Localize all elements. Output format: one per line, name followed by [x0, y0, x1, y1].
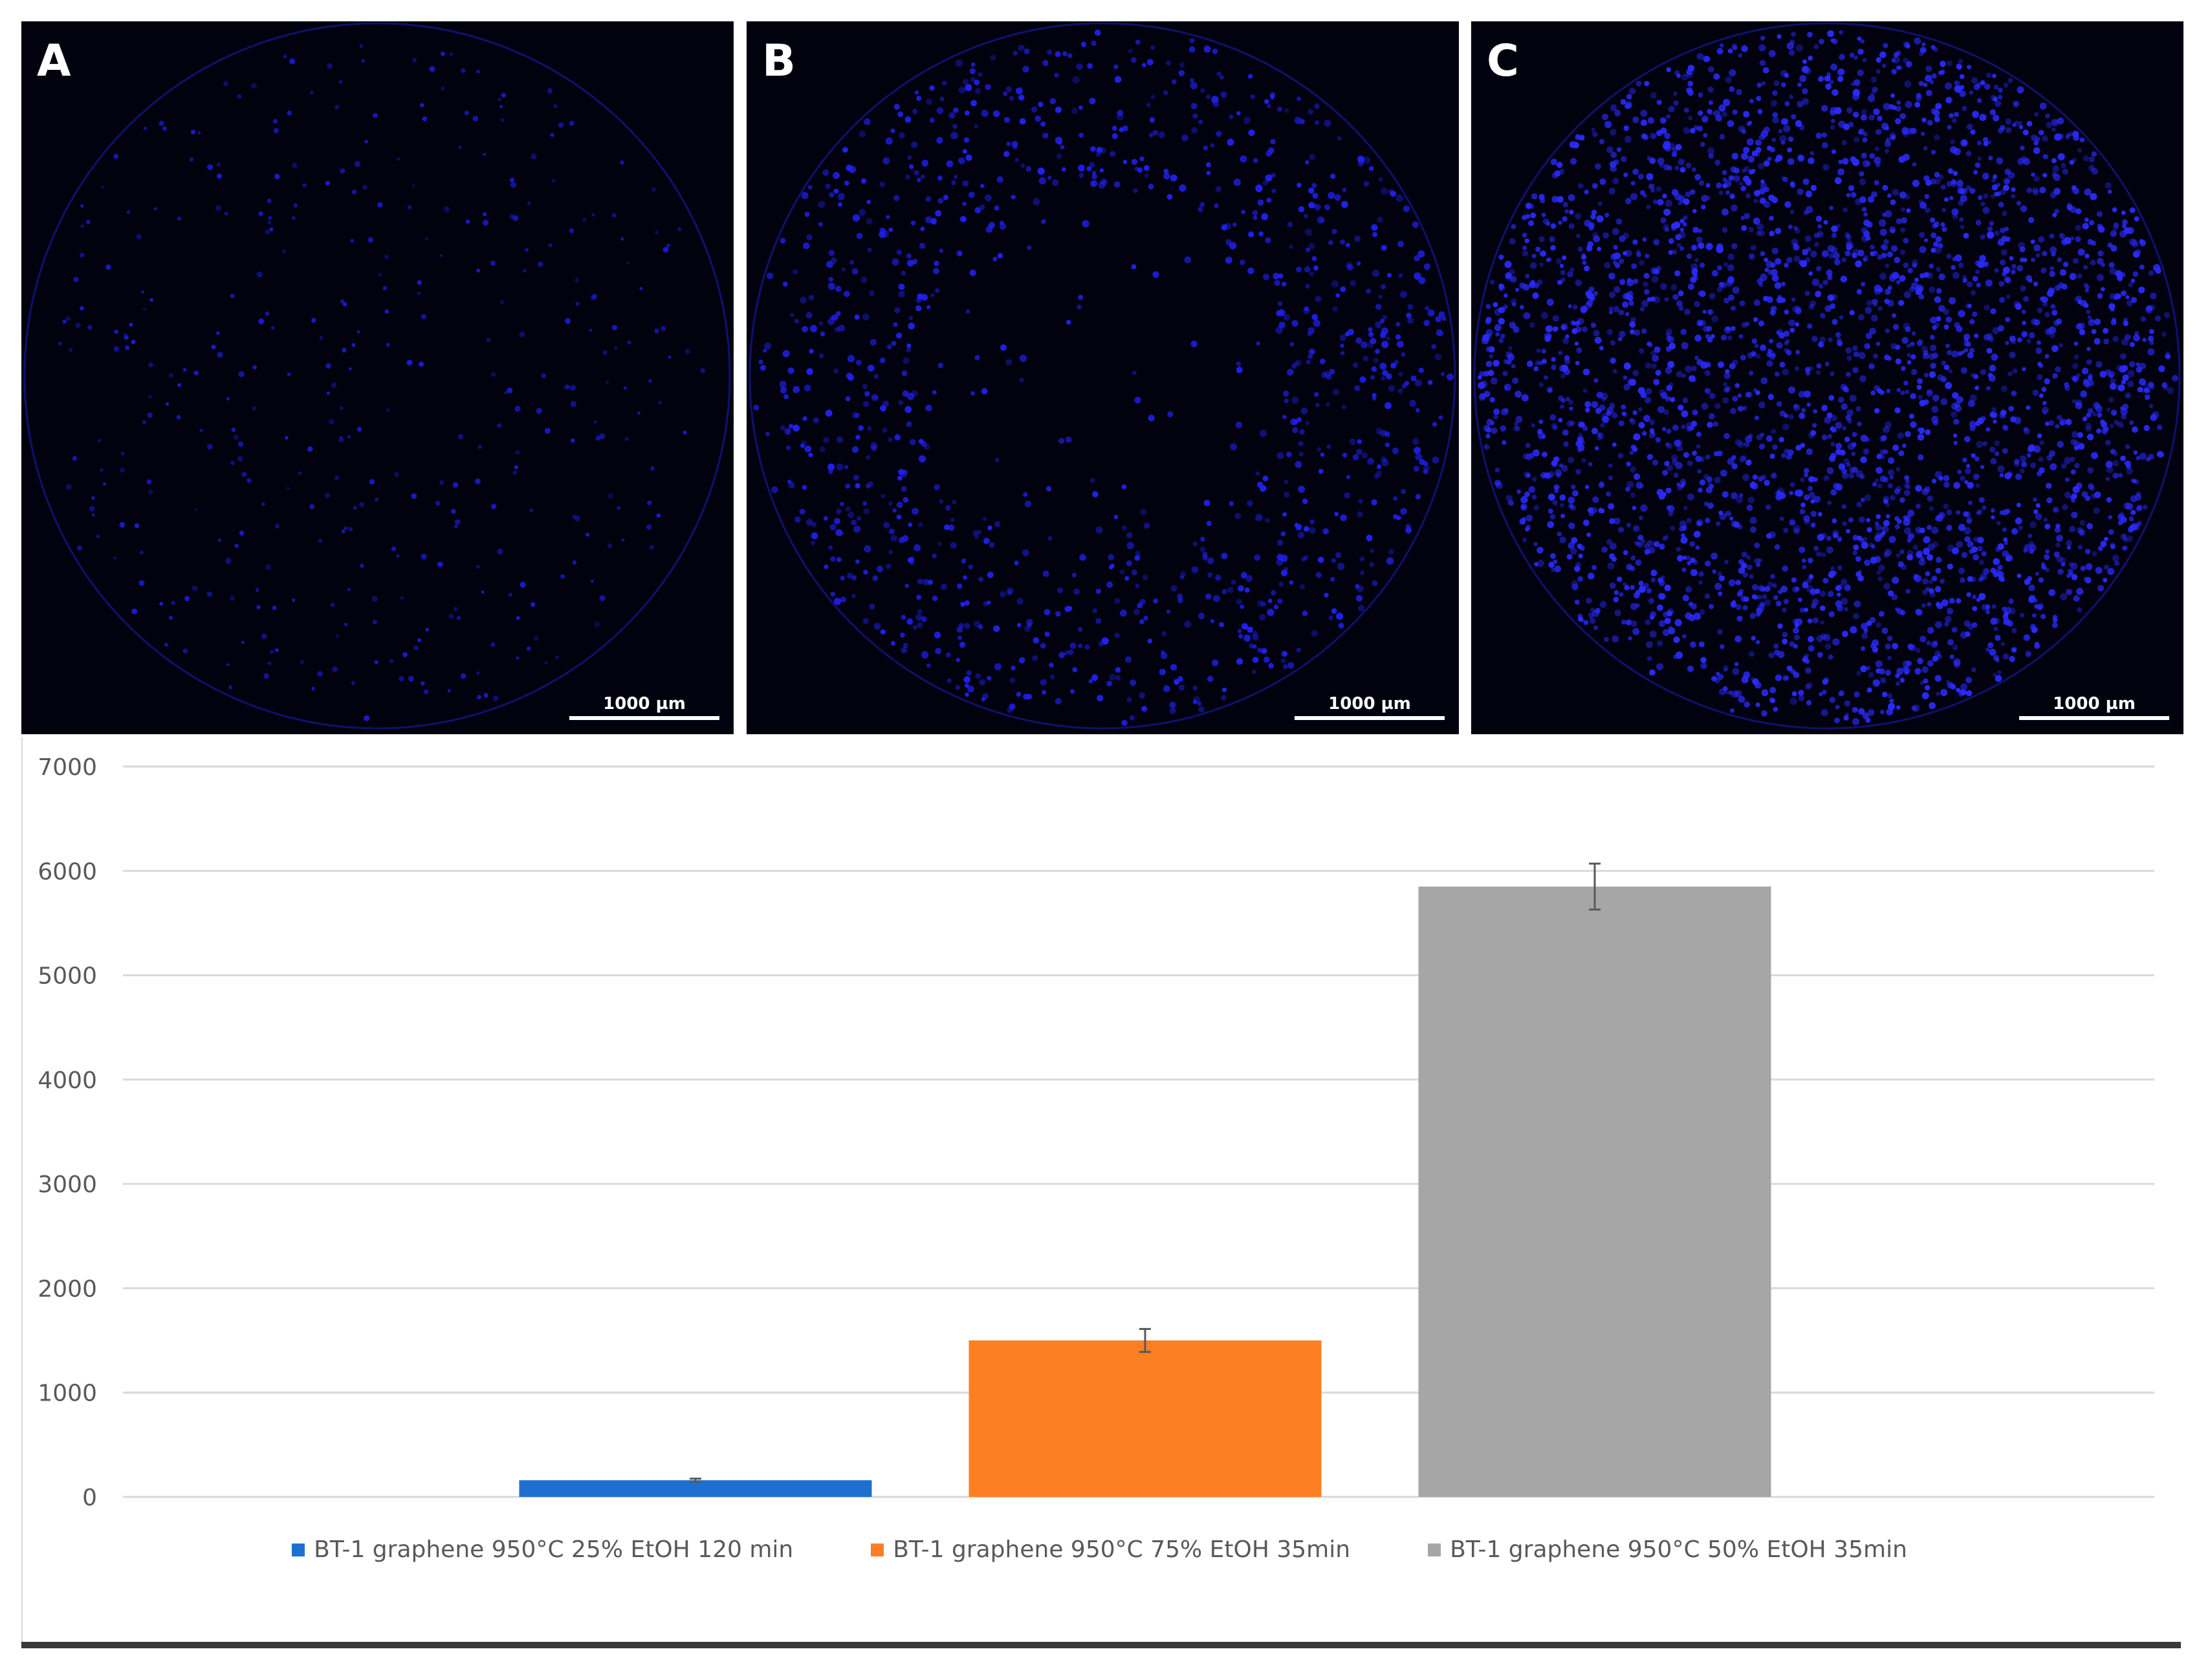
chart-legend: BT-1 graphene 950°C 25% EtOH 120 min BT-… — [0, 1536, 2199, 1563]
y-tick-label: 3000 — [38, 1172, 97, 1198]
cell-nuclei — [1478, 30, 2178, 726]
well-outline — [749, 22, 1456, 730]
legend-item-1: BT-1 graphene 950°C 25% EtOH 120 min — [292, 1536, 793, 1563]
micrograph-panel-a: A 1000 µm — [21, 21, 734, 734]
scalebar-label-c: 1000 µm — [2053, 694, 2136, 714]
panel-label-c: C — [1487, 36, 1519, 87]
error-bar-3 — [1589, 862, 1601, 911]
panel-label-a: A — [37, 36, 71, 87]
y-tick-label: 4000 — [38, 1067, 97, 1094]
y-tick-label: 0 — [82, 1485, 97, 1511]
scalebar-line-b — [1295, 716, 1445, 720]
legend-label-1: BT-1 graphene 950°C 25% EtOH 120 min — [314, 1536, 794, 1563]
scalebar-label-b: 1000 µm — [1328, 694, 1411, 714]
legend-item-3: BT-1 graphene 950°C 50% EtOH 35min — [1428, 1536, 1907, 1563]
well-outline — [23, 22, 731, 730]
micrograph-image-a — [23, 22, 731, 730]
cell-nuclei — [753, 29, 1454, 726]
legend-item-2: BT-1 graphene 950°C 75% EtOH 35min — [871, 1536, 1350, 1563]
scalebar-line-c — [2019, 716, 2169, 720]
legend-label-2: BT-1 graphene 950°C 75% EtOH 35min — [893, 1536, 1351, 1563]
y-tick-label: 6000 — [38, 858, 97, 885]
bar-2 — [968, 1340, 1322, 1497]
scalebar-a: 1000 µm — [569, 695, 719, 720]
micrograph-panel-b: B 1000 µm — [747, 21, 1459, 734]
well-outline — [1473, 22, 2181, 730]
bar-chart: 0 1000 2000 3000 4000 5000 6000 7000 — [21, 737, 2182, 1643]
legend-swatch-2 — [871, 1543, 884, 1556]
bar-chart-svg: 0 1000 2000 3000 4000 5000 6000 7000 — [38, 754, 2154, 1511]
scalebar-c: 1000 µm — [2019, 695, 2169, 720]
y-tick-label: 5000 — [38, 963, 97, 990]
bottom-rule — [21, 1642, 2181, 1648]
legend-swatch-1 — [292, 1543, 305, 1556]
panel-label-b: B — [762, 36, 796, 87]
micrograph-image-b — [749, 22, 1456, 730]
scalebar-b: 1000 µm — [1295, 695, 1445, 720]
y-tick-label: 2000 — [38, 1276, 97, 1302]
micrograph-image-c — [1473, 22, 2181, 730]
scalebar-label-a: 1000 µm — [603, 694, 686, 714]
error-bar-2 — [1139, 1327, 1151, 1353]
y-tick-label: 1000 — [38, 1380, 97, 1407]
micrograph-panel-c: C 1000 µm — [1471, 21, 2183, 734]
y-tick-label: 7000 — [38, 754, 97, 781]
scalebar-line-a — [569, 716, 719, 720]
error-bar-1 — [690, 1478, 701, 1483]
legend-label-3: BT-1 graphene 950°C 50% EtOH 35min — [1450, 1536, 1907, 1563]
legend-swatch-3 — [1428, 1543, 1441, 1556]
bar-1 — [519, 1480, 872, 1497]
bar-3 — [1418, 886, 1771, 1497]
cell-nuclei — [58, 44, 706, 721]
